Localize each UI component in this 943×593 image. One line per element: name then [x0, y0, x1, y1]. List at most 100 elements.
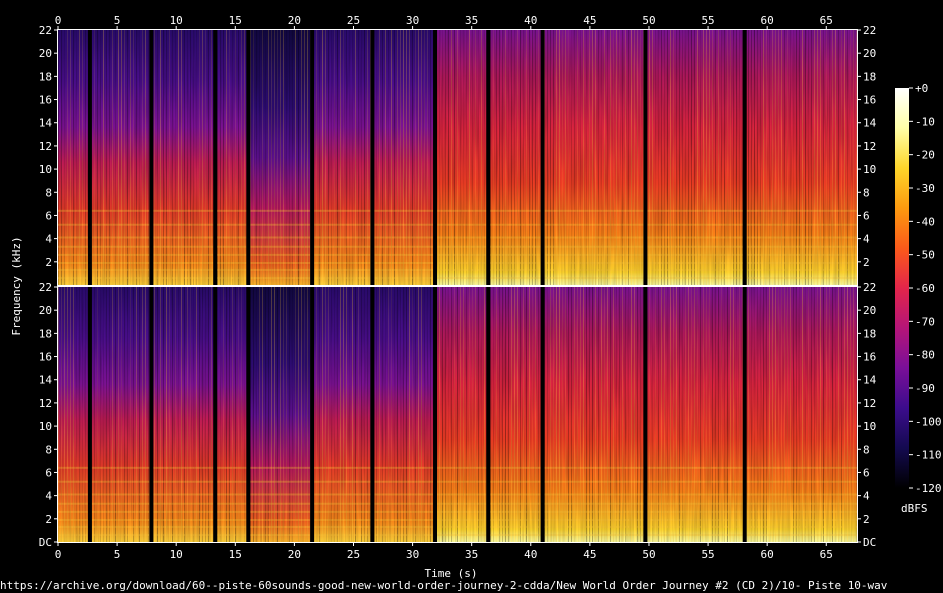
y-tick-label: 16	[863, 351, 876, 364]
y-tick-label: 6	[863, 209, 870, 222]
silence-gap	[433, 287, 438, 542]
y-tick-label: 22	[863, 24, 876, 37]
colorbar-tick-label: +0	[915, 82, 928, 95]
x-tick-label: 10	[170, 14, 183, 27]
colorbar-tick-label: -120	[915, 482, 942, 495]
silence-gap	[486, 30, 491, 285]
y-tick-label: 18	[39, 327, 52, 340]
x-tick-label: 45	[583, 548, 596, 561]
y-tick-label: 12	[863, 140, 876, 153]
x-tick-label: 30	[406, 548, 419, 561]
colorbar-tick-label: -50	[915, 249, 935, 262]
y-tick-label: 14	[863, 117, 877, 130]
x-tick-label: 0	[55, 548, 62, 561]
spectrogram-panel-top	[58, 30, 857, 285]
silence-gap	[643, 30, 648, 285]
silence-gap	[310, 30, 315, 285]
x-tick-label: 40	[524, 548, 537, 561]
spectrogram-panel-bottom	[58, 287, 857, 542]
x-tick-label: 55	[701, 548, 714, 561]
silence-gap	[433, 30, 438, 285]
colorbar-tick-label: -80	[915, 349, 935, 362]
y-tick-label: 4	[45, 490, 52, 503]
colorbar-tick-label: -20	[915, 149, 935, 162]
y-tick-label: 14	[39, 374, 53, 387]
colorbar-gradient	[895, 88, 909, 488]
silence-gap	[246, 30, 251, 285]
x-axis-label: Time (s)	[425, 567, 478, 580]
x-tick-label: 0	[55, 14, 62, 27]
y-tick-label: 10	[863, 420, 876, 433]
silence-gap	[246, 287, 251, 542]
silence-gap	[310, 287, 315, 542]
x-tick-label: 20	[288, 14, 301, 27]
y-tick-label: 2	[45, 256, 52, 269]
y-tick-label: 22	[863, 281, 876, 294]
y-tick-label: 8	[45, 186, 52, 199]
silence-gap	[486, 287, 491, 542]
source-url: https://archive.org/download/60--piste-6…	[0, 579, 888, 592]
y-tick-label: 16	[39, 351, 52, 364]
y-tick-label: DC	[39, 536, 52, 549]
x-tick-label: 50	[642, 548, 655, 561]
x-tick-label: 35	[465, 14, 478, 27]
y-tick-label: 8	[863, 443, 870, 456]
y-tick-label: 12	[863, 397, 876, 410]
y-tick-label: 2	[863, 513, 870, 526]
y-tick-label: 8	[45, 443, 52, 456]
silence-gap	[742, 30, 747, 285]
y-tick-label: 8	[863, 186, 870, 199]
y-tick-label: DC	[863, 536, 876, 549]
y-tick-label: 20	[863, 47, 876, 60]
y-tick-label: 20	[863, 304, 876, 317]
y-tick-label: 22	[39, 24, 52, 37]
x-tick-label: 5	[114, 548, 121, 561]
silence-gap	[213, 287, 218, 542]
colorbar-tick-label: -90	[915, 382, 935, 395]
x-tick-label: 60	[761, 548, 774, 561]
silence-gap	[540, 287, 545, 542]
y-tick-label: 2	[45, 513, 52, 526]
spectrogram-texture	[58, 30, 857, 285]
colorbar-tick-label: -30	[915, 182, 935, 195]
y-tick-label: 16	[39, 94, 52, 107]
colorbar-tick-label: -10	[915, 115, 935, 128]
x-tick-label: 35	[465, 548, 478, 561]
y-tick-label: 20	[39, 304, 52, 317]
x-tick-label: 50	[642, 14, 655, 27]
y-tick-label: 12	[39, 140, 52, 153]
x-tick-label: 45	[583, 14, 596, 27]
silence-gap	[540, 30, 545, 285]
colorbar-tick-label: -40	[915, 215, 935, 228]
y-tick-label: 18	[39, 70, 52, 83]
silence-gap	[370, 287, 375, 542]
x-tick-label: 60	[761, 14, 774, 27]
colorbar-tick-label: -110	[915, 449, 942, 462]
silence-gap	[213, 30, 218, 285]
colorbar-tick-label: -100	[915, 415, 942, 428]
x-tick-label: 15	[229, 14, 242, 27]
axes: 0055101015152020252530303535404045455050…	[39, 14, 877, 561]
x-tick-label: 15	[229, 548, 242, 561]
silence-gap	[87, 287, 92, 542]
x-tick-label: 30	[406, 14, 419, 27]
x-tick-label: 65	[820, 14, 833, 27]
x-tick-label: 25	[347, 548, 360, 561]
y-tick-label: 10	[39, 420, 52, 433]
colorbar-label: dBFS	[901, 502, 928, 515]
x-tick-label: 25	[347, 14, 360, 27]
silence-gap	[643, 287, 648, 542]
y-tick-label: 4	[863, 490, 870, 503]
x-tick-label: 10	[170, 548, 183, 561]
y-tick-label: 18	[863, 327, 876, 340]
x-tick-label: 65	[820, 548, 833, 561]
colorbar: +0 -10 -20 -30 -40 -50 -60 -70 -80 -90 -100 -110 -12…	[895, 82, 942, 495]
y-tick-label: 6	[45, 209, 52, 222]
y-tick-label: 4	[863, 233, 870, 246]
y-tick-label: 18	[863, 70, 876, 83]
colorbar-tick-label: -70	[915, 315, 935, 328]
y-tick-label: 10	[39, 163, 52, 176]
spectrogram-texture	[58, 287, 857, 542]
y-tick-label: 20	[39, 47, 52, 60]
